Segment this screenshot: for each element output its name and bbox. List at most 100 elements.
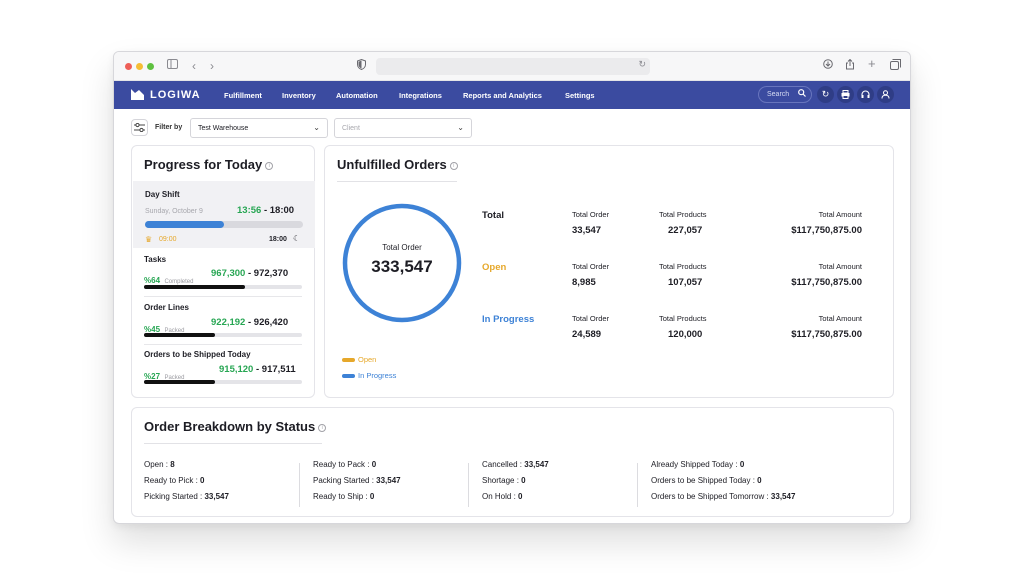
orders-shipped-total: - 917,511 (253, 364, 296, 375)
status-label: Ready to Pack : (313, 460, 372, 469)
tasks-status: Completed (164, 279, 194, 285)
row-open-name: Open (482, 262, 507, 273)
tasks-counts: 967,300 - 972,370 (211, 268, 288, 279)
nav-item-integrations[interactable]: Integrations (399, 91, 442, 100)
progress-card: Progress for Today i Day Shift Sunday, Oc… (131, 145, 315, 398)
status-value: 33,547 (204, 492, 229, 501)
order-lines-percent-value: %45 (144, 325, 161, 334)
info-icon[interactable]: i (265, 162, 274, 170)
status-value: 0 (757, 476, 762, 485)
day-shift-panel: Day Shift Sunday, October 9 13:56 - 18:0… (133, 181, 315, 248)
nav-item-fulfillment[interactable]: Fulfillment (224, 91, 262, 100)
donut-ring (342, 203, 462, 323)
title-underline (144, 443, 322, 444)
status-on-hold: On Hold : 0 (482, 492, 522, 501)
tabs-icon[interactable] (890, 59, 901, 74)
status-open: Open : 8 (144, 460, 175, 469)
row-open-amount-label: Total Amount (818, 262, 862, 271)
download-icon[interactable] (823, 59, 833, 73)
column-divider (299, 463, 300, 507)
status-ready-to-ship: Ready to Ship : 0 (313, 492, 374, 501)
crown-icon: ♛ (145, 235, 153, 244)
chevron-down-icon: ⌄ (457, 123, 464, 132)
order-lines-done: 922,192 (211, 317, 246, 328)
status-value: 8 (170, 460, 175, 469)
status-value: 0 (371, 460, 377, 469)
total-order-donut: Total Order 333,547 (342, 203, 462, 323)
shift-time-separator: - (261, 205, 270, 216)
row-open-products-value: 107,057 (668, 277, 703, 288)
legend-open-swatch (342, 358, 355, 362)
moon-icon: ☾ (293, 234, 301, 243)
maximize-window-button[interactable] (147, 63, 154, 70)
orders-shipped-percent-value: %27 (144, 372, 161, 381)
chevron-down-icon: ⌄ (313, 123, 320, 132)
close-window-button[interactable] (125, 63, 132, 70)
warehouse-select[interactable]: Test Warehouse ⌄ (190, 118, 328, 138)
status-value: 0 (739, 460, 745, 469)
user-profile-icon[interactable] (877, 86, 894, 103)
status-label: Ready to Pick : (144, 476, 201, 485)
breakdown-title-text: Order Breakdown by Status (144, 419, 316, 434)
status-shortage: Shortage : 0 (482, 476, 526, 485)
status-label: Orders to be Shipped Today : (651, 476, 758, 485)
share-icon[interactable] (845, 58, 855, 74)
row-total-order-value: 33,547 (572, 225, 602, 236)
refresh-icon[interactable]: ↻ (817, 86, 834, 103)
minimize-window-button[interactable] (136, 63, 143, 70)
breakdown-card-title: Order Breakdown by Status i (144, 419, 327, 434)
client-select[interactable]: Client ⌄ (334, 118, 472, 138)
donut-value: 333,547 (371, 257, 433, 276)
shift-progress-track (145, 221, 303, 228)
sidebar-icon[interactable] (167, 59, 178, 73)
status-value: 0 (518, 492, 523, 501)
status-label: Open : (144, 460, 171, 469)
print-icon[interactable] (837, 86, 854, 103)
search-placeholder: Search (767, 91, 790, 98)
orders-shipped-percent: %27 Packed (144, 366, 184, 384)
filter-sliders-icon[interactable] (131, 119, 148, 136)
row-in-progress-amount-value: $117,750,875.00 (791, 329, 862, 340)
row-in-progress-order-label: Total Order (572, 314, 610, 323)
orders-shipped-label: Orders to be Shipped Today (144, 350, 251, 359)
new-tab-icon[interactable]: + (868, 56, 876, 71)
shift-progress-fill (145, 221, 224, 228)
warehouse-select-value: Test Warehouse (198, 125, 249, 132)
status-label: Ready to Ship : (313, 492, 370, 501)
info-icon[interactable]: i (449, 162, 458, 170)
support-headset-icon[interactable] (857, 86, 874, 103)
back-icon[interactable]: ‹ (192, 59, 196, 73)
row-total-products-value: 227,057 (668, 225, 703, 236)
app-navbar: LOGIWA Fulfillment Inventory Automation … (114, 81, 910, 109)
logo-text: LOGIWA (150, 89, 201, 101)
tasks-done: 967,300 (211, 268, 246, 279)
row-in-progress-products-label: Total Products (659, 314, 707, 323)
info-icon[interactable]: i (318, 424, 327, 432)
browser-titlebar: ‹ › ↻ + (114, 52, 910, 81)
status-value: 33,547 (524, 460, 549, 469)
shift-name: Day Shift (145, 190, 180, 199)
url-bar[interactable]: ↻ (376, 58, 650, 75)
status-ready-to-pack: Ready to Pack : 0 (313, 460, 376, 469)
nav-item-automation[interactable]: Automation (336, 91, 378, 100)
forward-icon[interactable]: › (210, 59, 214, 73)
search-input[interactable]: Search (758, 86, 812, 103)
nav-item-inventory[interactable]: Inventory (282, 91, 316, 100)
tasks-label: Tasks (144, 255, 167, 264)
legend-in-progress-swatch (342, 374, 355, 378)
row-total-products-label: Total Products (659, 210, 707, 219)
unfulfilled-title-text: Unfulfilled Orders (337, 157, 447, 172)
status-ready-to-pick: Ready to Pick : 0 (144, 476, 204, 485)
status-value: 33,547 (376, 476, 401, 485)
reload-icon[interactable]: ↻ (638, 59, 646, 69)
progress-card-title: Progress for Today i (144, 157, 274, 172)
order-lines-label: Order Lines (144, 303, 189, 312)
nav-item-reports-and-analytics[interactable]: Reports and Analytics (463, 91, 542, 100)
row-in-progress-order-value: 24,589 (572, 329, 602, 340)
title-underline (337, 181, 457, 182)
row-total-amount-label: Total Amount (818, 210, 862, 219)
row-open-products-label: Total Products (659, 262, 707, 271)
nav-item-settings[interactable]: Settings (565, 91, 595, 100)
orders-shipped-status: Packed (164, 375, 185, 381)
unfulfilled-card-title: Unfulfilled Orders i (337, 157, 458, 172)
